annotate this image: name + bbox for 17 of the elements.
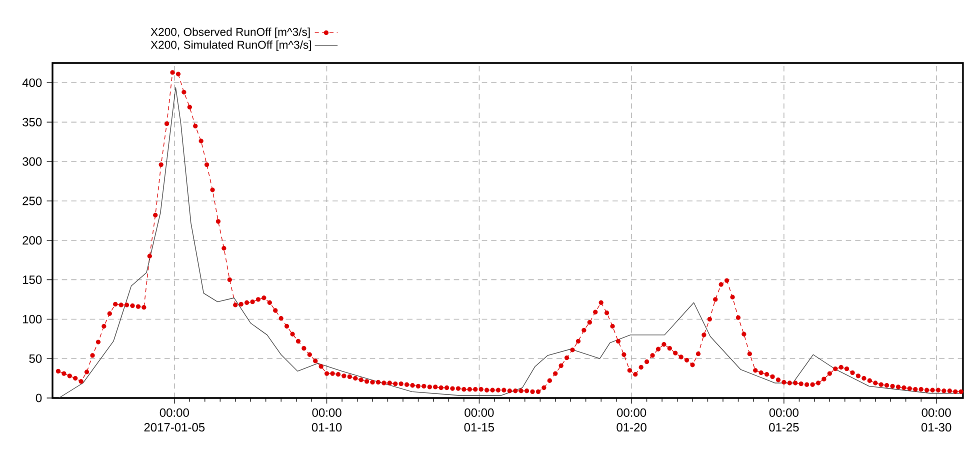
y-tick-label: 200 — [22, 236, 42, 245]
legend-label: X200, Simulated RunOff [m^3/s] — [150, 40, 312, 52]
y-tick-label: 250 — [22, 196, 42, 206]
y-tick-label: 350 — [22, 118, 42, 126]
legend-label: X200, Observed RunOff [m^3/s] — [150, 28, 310, 38]
y-tick-label: 300 — [22, 157, 42, 166]
y-tick-label: 150 — [23, 276, 42, 284]
x-tick-label: 00:00 01-20 — [616, 408, 646, 432]
x-tick-label: 00:00 01-30 — [921, 408, 952, 432]
y-tick-label: 100 — [23, 314, 42, 324]
y-tick-label: 0 — [36, 394, 42, 402]
x-tick-label: 00:00 2017-01-05 — [144, 408, 205, 432]
x-tick-label: 00:00 01-25 — [769, 408, 799, 432]
x-tick-label: 00:00 01-10 — [312, 408, 342, 432]
x-tick-label: 00:00 01-15 — [464, 408, 494, 432]
y-tick-label: 50 — [29, 354, 42, 363]
y-tick-label: 400 — [22, 78, 42, 87]
